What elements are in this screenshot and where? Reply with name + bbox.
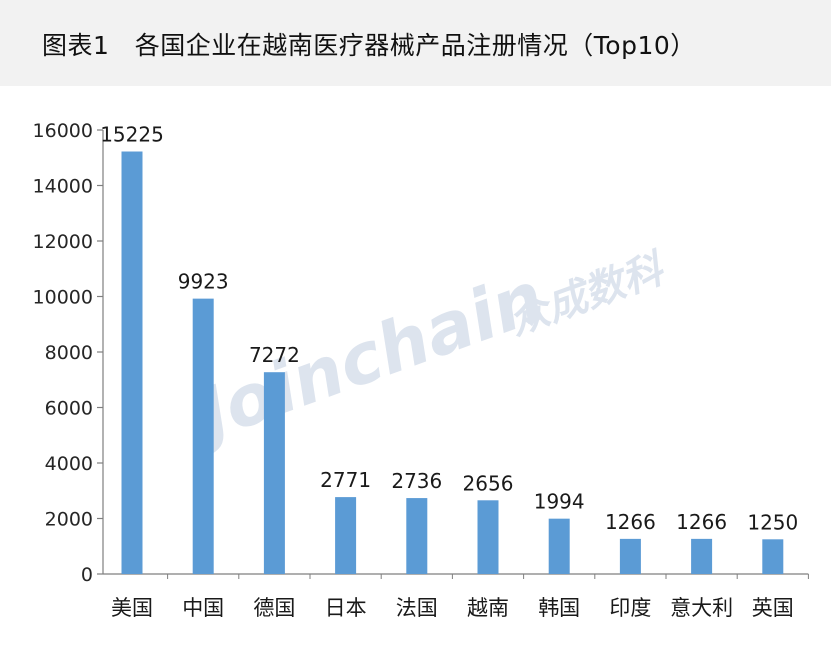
bar xyxy=(691,538,713,574)
data-label: 7272 xyxy=(249,343,300,367)
x-tick-label: 英国 xyxy=(752,596,794,620)
axes: 0 2000 4000 6000 8000 10000 12000 14000 16000 xyxy=(33,120,809,586)
x-tick-label: 越南 xyxy=(467,596,509,620)
x-tick-label: 美国 xyxy=(111,596,153,620)
watermark-logo: Joinchain xyxy=(176,256,554,460)
bars xyxy=(121,151,784,574)
bar xyxy=(192,298,214,574)
y-tick-label: 14000 xyxy=(33,176,93,198)
x-tick-label: 日本 xyxy=(325,596,367,620)
x-tick-label: 韩国 xyxy=(538,596,580,620)
bar xyxy=(263,372,285,574)
figure-title-text: 各国企业在越南医疗器械产品注册情况（Top10） xyxy=(134,31,696,60)
data-label: 2656 xyxy=(463,471,514,495)
x-tick-label: 法国 xyxy=(396,596,438,620)
y-tick-label: 2000 xyxy=(45,509,93,531)
bar xyxy=(477,500,499,574)
bar xyxy=(762,539,784,574)
figure-title: 图表1 各国企业在越南医疗器械产品注册情况（Top10） xyxy=(42,26,696,62)
data-label: 2771 xyxy=(320,468,371,492)
y-tick-label: 16000 xyxy=(33,120,93,142)
x-tick-label: 中国 xyxy=(182,596,224,620)
bar xyxy=(619,538,641,574)
y-tick-label: 8000 xyxy=(45,342,93,364)
x-tick-labels: 美国 中国 德国 日本 法国 越南 韩国 印度 意大利 英国 xyxy=(111,596,794,620)
data-labels: 15225 9923 7272 2771 2736 2656 1994 1266 1266 125… xyxy=(100,123,798,535)
x-tick-label: 意大利 xyxy=(670,596,733,620)
bar xyxy=(548,518,570,574)
y-tick-label: 4000 xyxy=(45,453,93,475)
y-tick-label: 6000 xyxy=(45,398,93,420)
bar xyxy=(406,498,428,574)
data-label: 1266 xyxy=(676,510,727,534)
y-tick-label: 12000 xyxy=(33,231,93,253)
data-label: 1994 xyxy=(534,490,585,514)
data-label: 1250 xyxy=(747,510,798,534)
data-label: 15225 xyxy=(100,123,164,147)
bar xyxy=(121,151,143,574)
data-label: 1266 xyxy=(605,510,656,534)
data-label: 9923 xyxy=(178,270,229,294)
data-label: 2736 xyxy=(391,469,442,493)
x-tick-label: 印度 xyxy=(609,596,651,620)
y-tick-label: 10000 xyxy=(33,287,93,309)
figure-header: 图表1 各国企业在越南医疗器械产品注册情况（Top10） xyxy=(0,0,831,86)
bar xyxy=(335,497,357,574)
figure-label: 图表1 xyxy=(42,31,110,60)
x-tick-label: 德国 xyxy=(253,596,295,620)
y-tick-label: 0 xyxy=(81,564,93,586)
